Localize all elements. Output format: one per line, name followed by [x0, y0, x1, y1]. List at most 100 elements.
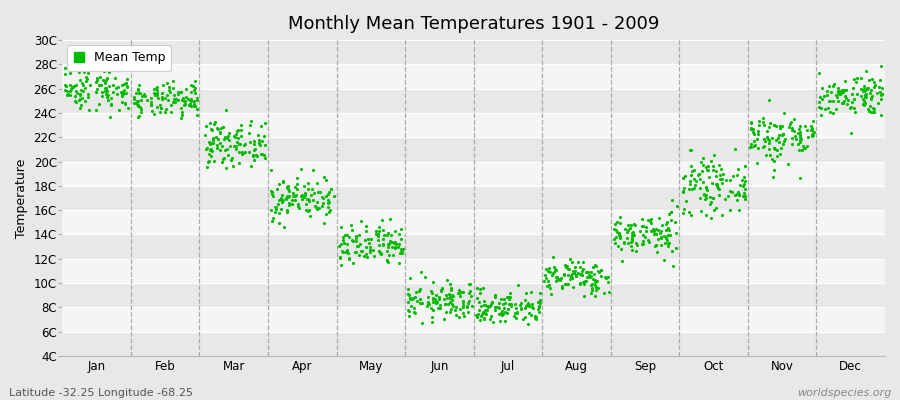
Point: [395, 249, 410, 255]
Point: [849, 79, 863, 85]
Point: [474, 312, 489, 319]
Point: [628, 248, 643, 255]
Point: [731, 189, 745, 196]
Point: [380, 248, 394, 254]
Point: [246, 153, 260, 160]
Point: [276, 178, 291, 185]
Point: [503, 294, 517, 300]
Point: [698, 196, 712, 202]
Point: [405, 296, 419, 302]
Point: [280, 208, 294, 215]
Point: [341, 250, 356, 256]
Point: [492, 300, 507, 306]
Point: [538, 266, 553, 272]
Point: [862, 108, 877, 115]
Point: [847, 76, 861, 82]
Point: [585, 287, 599, 294]
Point: [510, 282, 525, 288]
Point: [704, 199, 718, 206]
Point: [432, 294, 446, 300]
Point: [130, 114, 145, 120]
Point: [73, 90, 87, 97]
Point: [359, 244, 374, 250]
Point: [177, 98, 192, 105]
Point: [563, 273, 578, 279]
Point: [99, 86, 113, 92]
Point: [265, 190, 279, 197]
Point: [702, 174, 716, 180]
Point: [99, 76, 113, 83]
Point: [639, 224, 653, 230]
Point: [705, 180, 719, 186]
Point: [541, 278, 555, 284]
Point: [750, 136, 764, 142]
Point: [788, 136, 803, 143]
Point: [445, 297, 459, 303]
Point: [836, 89, 850, 96]
Point: [773, 124, 788, 131]
Point: [738, 178, 752, 184]
Point: [117, 87, 131, 93]
Point: [776, 131, 790, 138]
Point: [848, 109, 862, 115]
Point: [621, 226, 635, 233]
Point: [349, 238, 364, 244]
Point: [863, 103, 878, 109]
Point: [156, 82, 170, 88]
Point: [725, 173, 740, 179]
Point: [550, 277, 564, 284]
Point: [274, 195, 289, 201]
Point: [844, 130, 859, 136]
Point: [544, 290, 558, 297]
Point: [846, 84, 860, 91]
Point: [858, 92, 872, 98]
Point: [577, 293, 591, 300]
Point: [842, 97, 856, 103]
Point: [394, 226, 409, 232]
Point: [272, 181, 286, 187]
Point: [865, 76, 879, 82]
Point: [761, 97, 776, 104]
Point: [434, 287, 448, 294]
Point: [335, 248, 349, 255]
Point: [314, 194, 328, 201]
Point: [408, 310, 422, 316]
Point: [129, 99, 143, 106]
Point: [812, 98, 826, 105]
Point: [115, 93, 130, 99]
Point: [561, 272, 575, 279]
Point: [616, 239, 631, 246]
Point: [610, 218, 625, 225]
Point: [117, 81, 131, 88]
Point: [437, 300, 452, 307]
Point: [443, 308, 457, 315]
Point: [348, 248, 363, 255]
Point: [235, 148, 249, 155]
Point: [461, 300, 475, 306]
Point: [706, 194, 720, 201]
Point: [242, 138, 256, 145]
Point: [756, 121, 770, 128]
Point: [494, 296, 508, 303]
Point: [831, 85, 845, 91]
Point: [300, 196, 314, 203]
Point: [619, 235, 634, 242]
Point: [693, 176, 707, 182]
Point: [774, 145, 788, 151]
Point: [684, 171, 698, 178]
Point: [824, 89, 838, 95]
Point: [301, 196, 315, 202]
Point: [79, 78, 94, 84]
Point: [253, 142, 267, 148]
Point: [435, 285, 449, 291]
Point: [89, 106, 104, 113]
Point: [243, 163, 257, 169]
Point: [497, 296, 511, 302]
Point: [337, 240, 351, 246]
Point: [654, 234, 669, 241]
Point: [310, 206, 325, 212]
Point: [116, 90, 130, 97]
Point: [646, 228, 661, 234]
Point: [823, 109, 837, 116]
Point: [744, 119, 759, 126]
